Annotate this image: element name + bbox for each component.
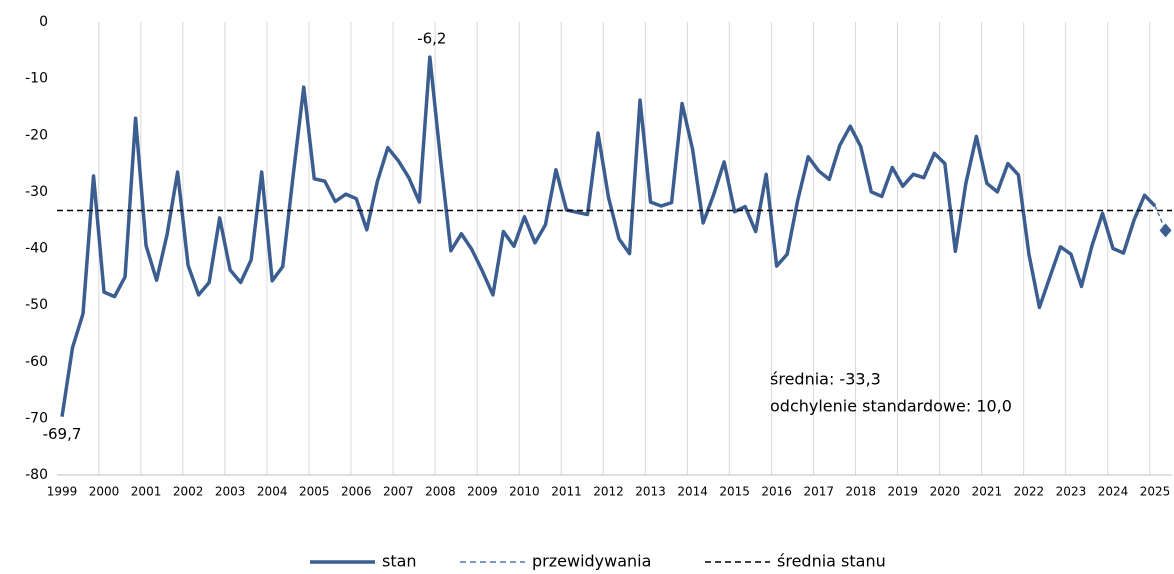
annotation: odchylenie standardowe: 10,0 [770, 397, 1012, 416]
legend-label: stan [382, 552, 417, 571]
forecast-marker [1159, 223, 1172, 238]
x-tick-label: 2025 [1140, 485, 1171, 499]
x-tick-label: 2010 [509, 485, 540, 499]
x-tick-label: 2001 [131, 485, 162, 499]
x-tick-label: 2006 [341, 485, 372, 499]
x-tick-label: 2011 [551, 485, 582, 499]
x-tick-label: 1999 [47, 485, 78, 499]
series-line [60, 55, 1157, 417]
x-tick-label: 2019 [888, 485, 919, 499]
y-tick-label: -30 [25, 184, 48, 200]
x-tick-label: 2023 [1056, 485, 1087, 499]
x-tick-label: 2002 [173, 485, 204, 499]
y-tick-label: -50 [25, 297, 48, 313]
x-tick-label: 2015 [719, 485, 750, 499]
x-tick-label: 2008 [425, 485, 456, 499]
x-tick-label: 2020 [930, 485, 961, 499]
x-tick-label: 2012 [593, 485, 624, 499]
x-tick-label: 2024 [1098, 485, 1129, 499]
data-label: -69,7 [43, 425, 82, 443]
y-tick-label: -80 [25, 467, 48, 483]
y-tick-label: -10 [25, 71, 48, 87]
x-tick-label: 2009 [467, 485, 498, 499]
x-tick-label: 2016 [761, 485, 792, 499]
x-tick-label: 2017 [803, 485, 834, 499]
y-tick-label: -70 [25, 410, 48, 426]
y-tick-label: 0 [39, 14, 48, 30]
x-tick-label: 2005 [299, 485, 330, 499]
y-tick-label: -60 [25, 354, 48, 370]
y-tick-label: -40 [25, 241, 48, 257]
legend-label: średnia stanu [777, 552, 886, 571]
x-tick-label: 2021 [972, 485, 1003, 499]
y-tick-label: -20 [25, 127, 48, 143]
x-tick-label: 2007 [383, 485, 414, 499]
data-label: -6,2 [417, 30, 446, 48]
x-tick-label: 2018 [845, 485, 876, 499]
x-tick-label: 2003 [215, 485, 246, 499]
x-tick-label: 2000 [89, 485, 120, 499]
annotation: średnia: -33,3 [770, 370, 881, 389]
legend-label: przewidywania [532, 552, 651, 571]
x-tick-label: 2004 [257, 485, 288, 499]
x-tick-label: 2022 [1014, 485, 1045, 499]
x-tick-label: 2014 [677, 485, 708, 499]
x-tick-label: 2013 [635, 485, 666, 499]
